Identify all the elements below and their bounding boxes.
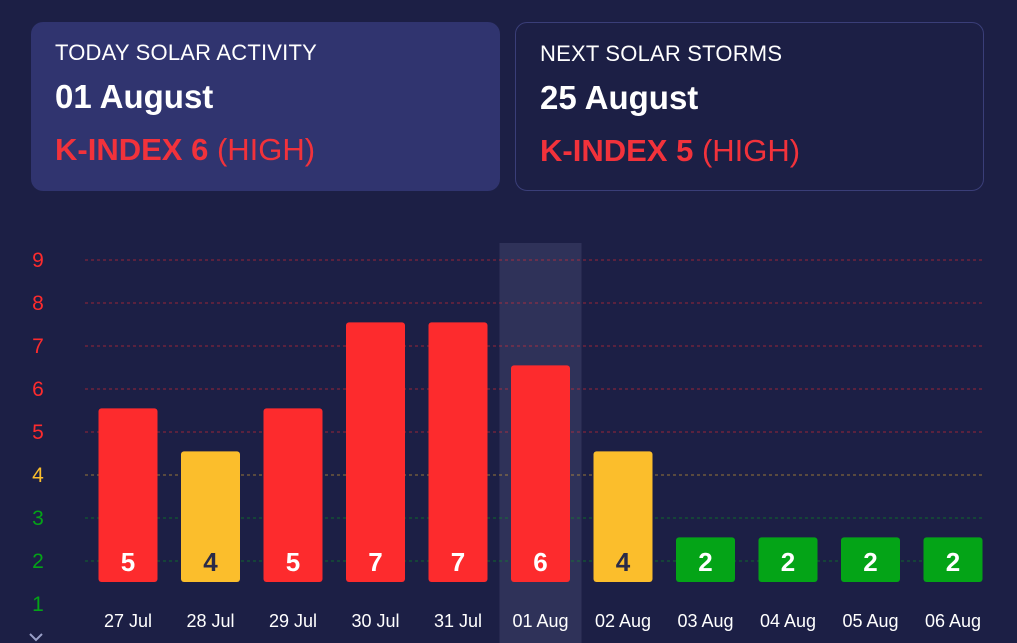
today-card-kindex: K-INDEX 6 (HIGH) [55,132,476,168]
bar-group[interactable]: 2 [841,537,900,582]
bar[interactable] [346,322,405,582]
y-tick-label: 9 [32,249,44,272]
bar-value-label: 2 [863,547,877,577]
y-tick-label: 1 [32,593,44,616]
x-tick-label: 03 Aug [677,611,733,631]
y-tick-label: 4 [32,464,44,487]
bar-group[interactable]: 7 [428,322,488,582]
bar[interactable] [758,537,818,582]
x-tick-label: 29 Jul [269,611,317,631]
x-tick-label: 27 Jul [104,611,152,631]
x-tick-label: 04 Aug [760,611,816,631]
today-kindex-value: K-INDEX 6 [55,132,209,167]
bar-group[interactable]: 6 [511,365,570,582]
bar-value-label: 7 [451,547,465,577]
bar[interactable] [98,408,158,582]
bar-group[interactable]: 5 [263,408,323,582]
bar[interactable] [593,451,653,582]
x-tick-label: 05 Aug [842,611,898,631]
today-solar-activity-card: TODAY SOLAR ACTIVITY 01 August K-INDEX 6… [31,22,500,191]
next-kindex-level: (HIGH) [701,133,801,168]
next-solar-storms-card: NEXT SOLAR STORMS 25 August K-INDEX 5 (H… [515,22,984,191]
bar-value-label: 2 [698,547,712,577]
x-tick-label: 30 Jul [351,611,399,631]
x-tick-label: 28 Jul [186,611,234,631]
x-tick-label: 02 Aug [595,611,651,631]
next-card-kindex: K-INDEX 5 (HIGH) [540,133,959,169]
bar[interactable] [181,451,240,582]
bar-group[interactable]: 7 [346,322,405,582]
next-card-label: NEXT SOLAR STORMS [540,41,783,66]
y-tick-label: 5 [32,421,44,444]
bar-value-label: 7 [368,547,382,577]
y-tick-label: 6 [32,378,44,401]
bar-value-label: 4 [616,547,631,577]
bar-value-label: 4 [203,547,218,577]
bar-value-label: 6 [533,547,547,577]
bar[interactable] [428,322,488,582]
bar-group[interactable]: 4 [593,451,653,582]
next-card-date: 25 August [540,79,699,116]
y-tick-label: 3 [32,507,44,530]
bar[interactable] [511,365,570,582]
bar-value-label: 5 [286,547,300,577]
y-tick-label: 2 [32,550,44,573]
x-tick-label: 01 Aug [512,611,568,631]
bar[interactable] [923,537,983,582]
y-tick-label: 7 [32,335,44,358]
today-card-date: 01 August [55,78,214,115]
bar-value-label: 2 [781,547,795,577]
bar[interactable] [676,537,735,582]
today-card-label: TODAY SOLAR ACTIVITY [55,40,317,65]
today-kindex-level: (HIGH) [216,132,316,167]
x-tick-label: 06 Aug [925,611,981,631]
bar-value-label: 2 [946,547,960,577]
bar[interactable] [841,537,900,582]
chevron-down-icon[interactable] [29,631,43,643]
bar-group[interactable]: 5 [98,408,158,582]
x-tick-label: 31 Jul [434,611,482,631]
bar-group[interactable]: 4 [181,451,240,582]
next-kindex-value: K-INDEX 5 [540,133,694,168]
bar-group[interactable]: 2 [758,537,818,582]
bar-group[interactable]: 2 [676,537,735,582]
y-tick-label: 8 [32,292,44,315]
bar-value-label: 5 [121,547,135,577]
bar-group[interactable]: 2 [923,537,983,582]
bar[interactable] [263,408,323,582]
